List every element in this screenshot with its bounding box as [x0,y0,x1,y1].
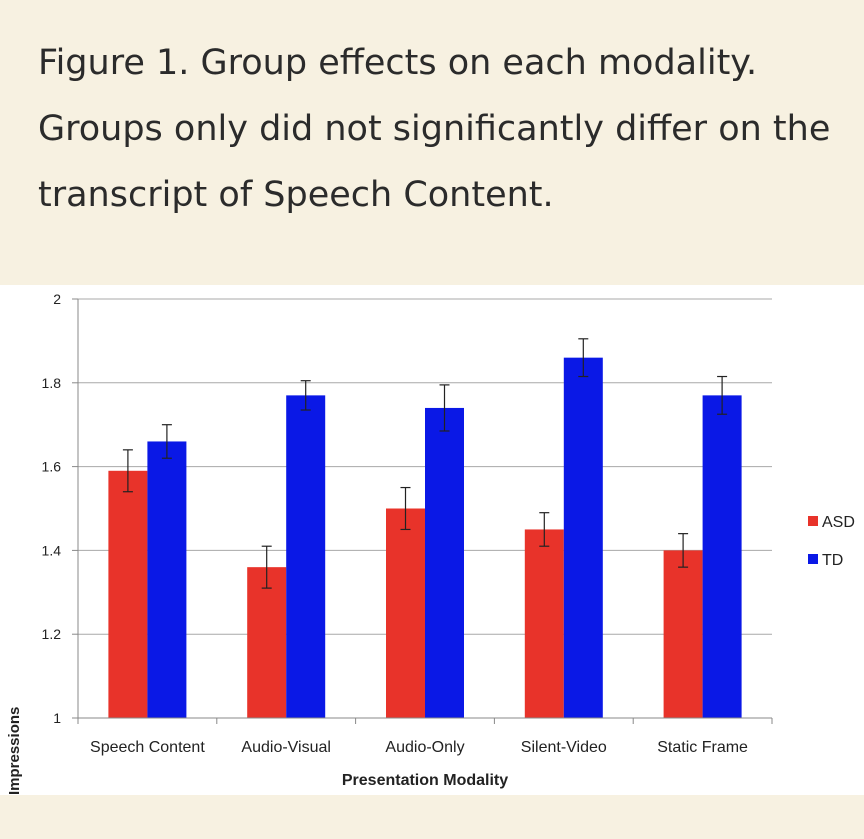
y-tick-label: 2 [53,291,61,307]
x-axis-title: Presentation Modality [342,772,508,789]
legend-label-asd: ASD [822,514,855,531]
x-category-label: Audio-Only [385,739,464,756]
y-tick-label: 1.8 [42,375,62,391]
bar-chart: 1 1.2 1.4 1.6 1.8 2 Speech Content Audio-Visual… [6,291,855,795]
y-tick-label: 1.2 [42,626,62,642]
axis-layer: 1 1.2 1.4 1.6 1.8 2 Speech Content Audio-Visual… [42,291,773,756]
x-category-label: Silent-Video [521,739,607,756]
bar-td [702,395,742,718]
bar-td [147,441,187,718]
bar-asd [663,550,703,718]
bar-td [563,357,603,718]
bar-td [425,407,464,718]
legend-label-td: TD [822,552,843,569]
error-bar-layer [122,338,728,589]
x-category-label: Speech Content [90,739,205,756]
x-category-label: Audio-Visual [241,739,331,756]
x-category-label: Static Frame [657,739,748,756]
bar-asd [524,529,564,718]
y-tick-label: 1 [53,710,61,726]
figure-caption: Figure 1. Group effects on each modality… [38,43,831,215]
y-tick-label: 1.4 [42,542,62,558]
bar-asd [247,567,287,718]
bar-layer [108,357,742,718]
chart-card: 1 1.2 1.4 1.6 1.8 2 Speech Content Audio-Visual… [0,285,864,795]
legend-swatch-td [808,554,818,564]
bar-asd [386,508,425,718]
legend: ASD TD [808,514,855,569]
bar-asd [108,470,148,718]
legend-swatch-asd [808,516,818,526]
y-axis-title: Mean Trait Impressions [6,707,23,795]
y-tick-label: 1.6 [42,459,62,475]
bar-td [286,395,326,718]
